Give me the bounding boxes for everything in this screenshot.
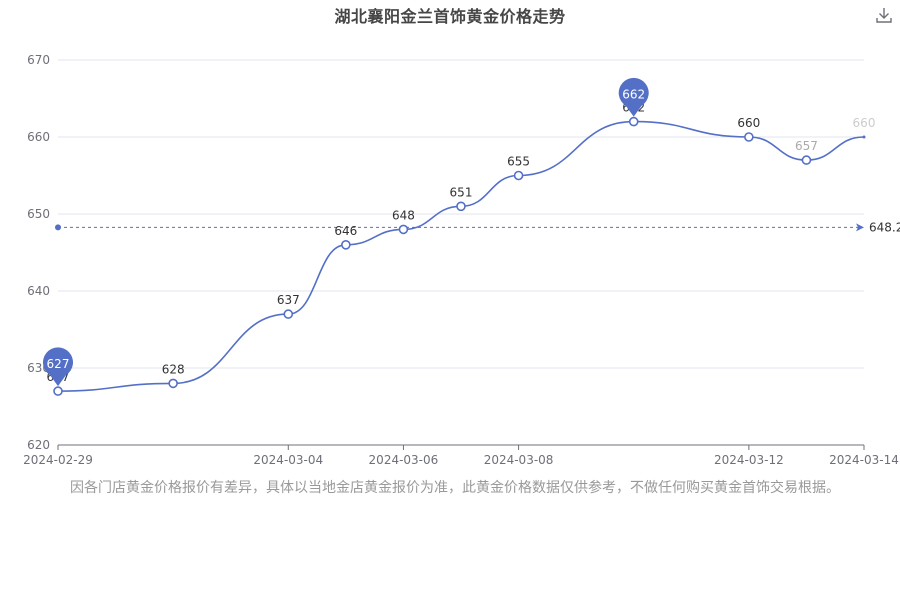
y-tick-label: 640: [27, 284, 50, 298]
y-tick-label: 660: [27, 130, 50, 144]
data-label: 660: [737, 116, 760, 130]
pin-shape: [618, 77, 649, 117]
average-label: 648.27: [869, 220, 900, 234]
data-label: 646: [334, 224, 357, 238]
data-label: 657: [795, 139, 818, 153]
disclaimer-note: 因各门店黄金价格报价有差异，具体以当地金店黄金报价为准，此黄金价格数据仅供参考，…: [70, 480, 840, 496]
pin-label: 662: [622, 88, 645, 102]
data-point: [168, 378, 178, 389]
data-point: [456, 201, 466, 212]
x-tick-label: 2024-03-12: [714, 453, 784, 467]
data-point: [862, 135, 866, 139]
x-tick-label: 2024-02-29: [23, 453, 93, 467]
data-label: 660: [853, 116, 876, 130]
average-line: 648.27: [55, 220, 900, 234]
data-label: 655: [507, 155, 530, 169]
series-line: [53, 116, 866, 396]
mark-points: 627 662: [43, 77, 649, 387]
data-point: [801, 155, 812, 165]
y-tick-label: 620: [27, 438, 50, 452]
data-point: [628, 116, 639, 127]
pin-shape: [43, 347, 73, 387]
x-tick-label: 2024-03-04: [253, 453, 323, 467]
x-tick-label: 2024-03-08: [484, 453, 554, 467]
data-point: [341, 240, 351, 250]
y-tick-label: 670: [27, 53, 50, 67]
download-icon: [876, 8, 892, 23]
average-start-dot: [55, 224, 61, 231]
data-label: 648: [392, 208, 415, 222]
data-point: [513, 170, 524, 181]
data-point: [398, 224, 409, 235]
max-mark-pin: 662: [618, 77, 649, 117]
series-path: [57, 120, 865, 392]
data-label: 628: [162, 362, 185, 376]
pin-label: 627: [47, 357, 70, 371]
data-point: [283, 309, 294, 319]
y-tick-label: 650: [27, 207, 50, 221]
data-point: [744, 132, 754, 142]
x-tick-label: 2024-03-14: [829, 453, 899, 467]
data-point: [53, 386, 63, 396]
data-label: 651: [450, 185, 473, 199]
grid-lines: [58, 59, 864, 369]
chart-title: 湖北襄阳金兰首饰黄金价格走势: [334, 7, 566, 26]
x-tick-label: 2024-03-06: [369, 453, 439, 467]
average-arrow-icon: [856, 223, 864, 232]
download-button[interactable]: [874, 5, 894, 25]
min-mark-pin: 627: [43, 347, 73, 387]
data-label: 637: [277, 293, 300, 307]
data-labels: 627628637646648651655662660657660: [47, 101, 876, 385]
